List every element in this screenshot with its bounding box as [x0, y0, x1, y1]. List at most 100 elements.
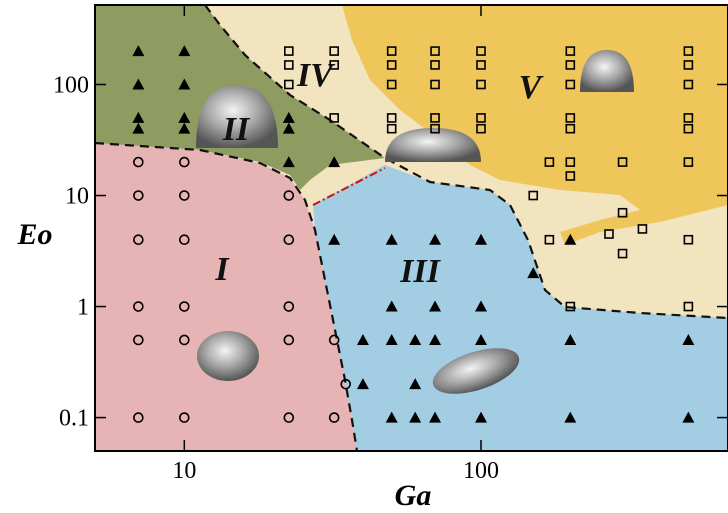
data-point — [528, 190, 539, 201]
data-point — [132, 78, 145, 90]
data-point — [283, 412, 295, 423]
data-point — [283, 334, 295, 346]
x-axis-label: Ga — [395, 479, 432, 512]
data-point — [283, 190, 295, 201]
annotations: I II III IV V — [214, 57, 543, 290]
data-point — [179, 234, 190, 246]
data-point — [282, 122, 295, 134]
data-point — [385, 233, 398, 245]
boundary — [312, 167, 386, 206]
data-point — [409, 333, 422, 345]
data-point — [475, 333, 488, 345]
data-point — [683, 46, 694, 56]
data-point — [133, 156, 144, 168]
data-point — [475, 411, 488, 423]
region-iii — [313, 165, 728, 451]
data-point — [683, 301, 694, 312]
data-point — [328, 156, 341, 168]
data-point — [617, 157, 628, 167]
region-label: V — [519, 69, 544, 106]
data-point — [430, 123, 440, 134]
data-point — [133, 412, 144, 423]
data-point — [430, 79, 440, 90]
data-point — [133, 301, 144, 312]
data-point — [282, 111, 295, 123]
data-point — [284, 60, 294, 70]
data-point — [683, 123, 694, 134]
data-point — [544, 234, 555, 245]
data-point — [565, 301, 576, 312]
data-point — [179, 412, 190, 423]
y-tick-label: 1 — [77, 295, 89, 321]
data-point — [565, 171, 576, 181]
data-point — [356, 333, 369, 345]
data-point — [430, 46, 440, 56]
data-point — [683, 60, 694, 70]
data-point — [475, 233, 488, 245]
data-point — [179, 156, 190, 168]
data-point — [565, 123, 576, 134]
data-point — [386, 123, 397, 134]
region-i — [95, 143, 357, 451]
data-point — [527, 267, 540, 279]
data-point — [179, 301, 190, 312]
data-point — [683, 234, 694, 245]
data-point — [564, 411, 577, 423]
data-point — [178, 45, 191, 57]
data-point — [283, 234, 295, 246]
data-point — [132, 122, 145, 134]
plot-frame — [94, 4, 728, 452]
data-point — [178, 122, 191, 134]
data-point — [329, 60, 339, 70]
data-point — [132, 45, 145, 57]
y-axis-label: Eo — [16, 218, 52, 251]
bubble-shape — [197, 331, 259, 381]
data-point — [565, 113, 576, 123]
data-point — [133, 190, 144, 201]
data-point — [178, 78, 191, 90]
data-point — [564, 333, 577, 345]
data-point — [683, 157, 694, 167]
data-point — [476, 46, 486, 56]
data-point — [282, 156, 295, 168]
data-point — [409, 411, 422, 423]
data-point — [356, 378, 369, 390]
data-point — [179, 190, 190, 201]
data-point — [617, 248, 628, 259]
data-point — [476, 123, 486, 134]
region-label: IV — [296, 57, 335, 94]
data-point — [564, 233, 577, 245]
region-label: I — [214, 251, 230, 288]
bubble-shape — [196, 85, 278, 148]
data-point — [604, 229, 614, 239]
data-point — [683, 79, 694, 90]
bubble-shape — [580, 50, 634, 92]
data-point — [565, 79, 576, 90]
data-point — [544, 157, 555, 167]
data-point — [385, 300, 398, 312]
data-point — [284, 79, 294, 90]
data-point — [386, 113, 397, 123]
data-point — [132, 111, 145, 123]
data-point — [328, 334, 340, 346]
data-point — [430, 113, 440, 123]
data-point — [179, 334, 190, 346]
bubble-shape — [432, 348, 520, 394]
y-tick-label: 0.1 — [59, 406, 89, 432]
data-point — [683, 113, 694, 123]
data-point — [565, 46, 576, 56]
data-point — [385, 411, 398, 423]
data-point — [385, 333, 398, 345]
data-point — [283, 301, 295, 312]
boundary — [204, 5, 728, 320]
bubble-shape — [385, 128, 481, 162]
y-tick-label: 100 — [53, 72, 89, 98]
data-point — [386, 60, 397, 70]
data-point — [429, 300, 442, 312]
data-point — [329, 46, 339, 56]
data-point — [133, 234, 144, 246]
regions — [95, 5, 728, 451]
data-point — [682, 333, 695, 345]
region-label: III — [399, 253, 441, 290]
